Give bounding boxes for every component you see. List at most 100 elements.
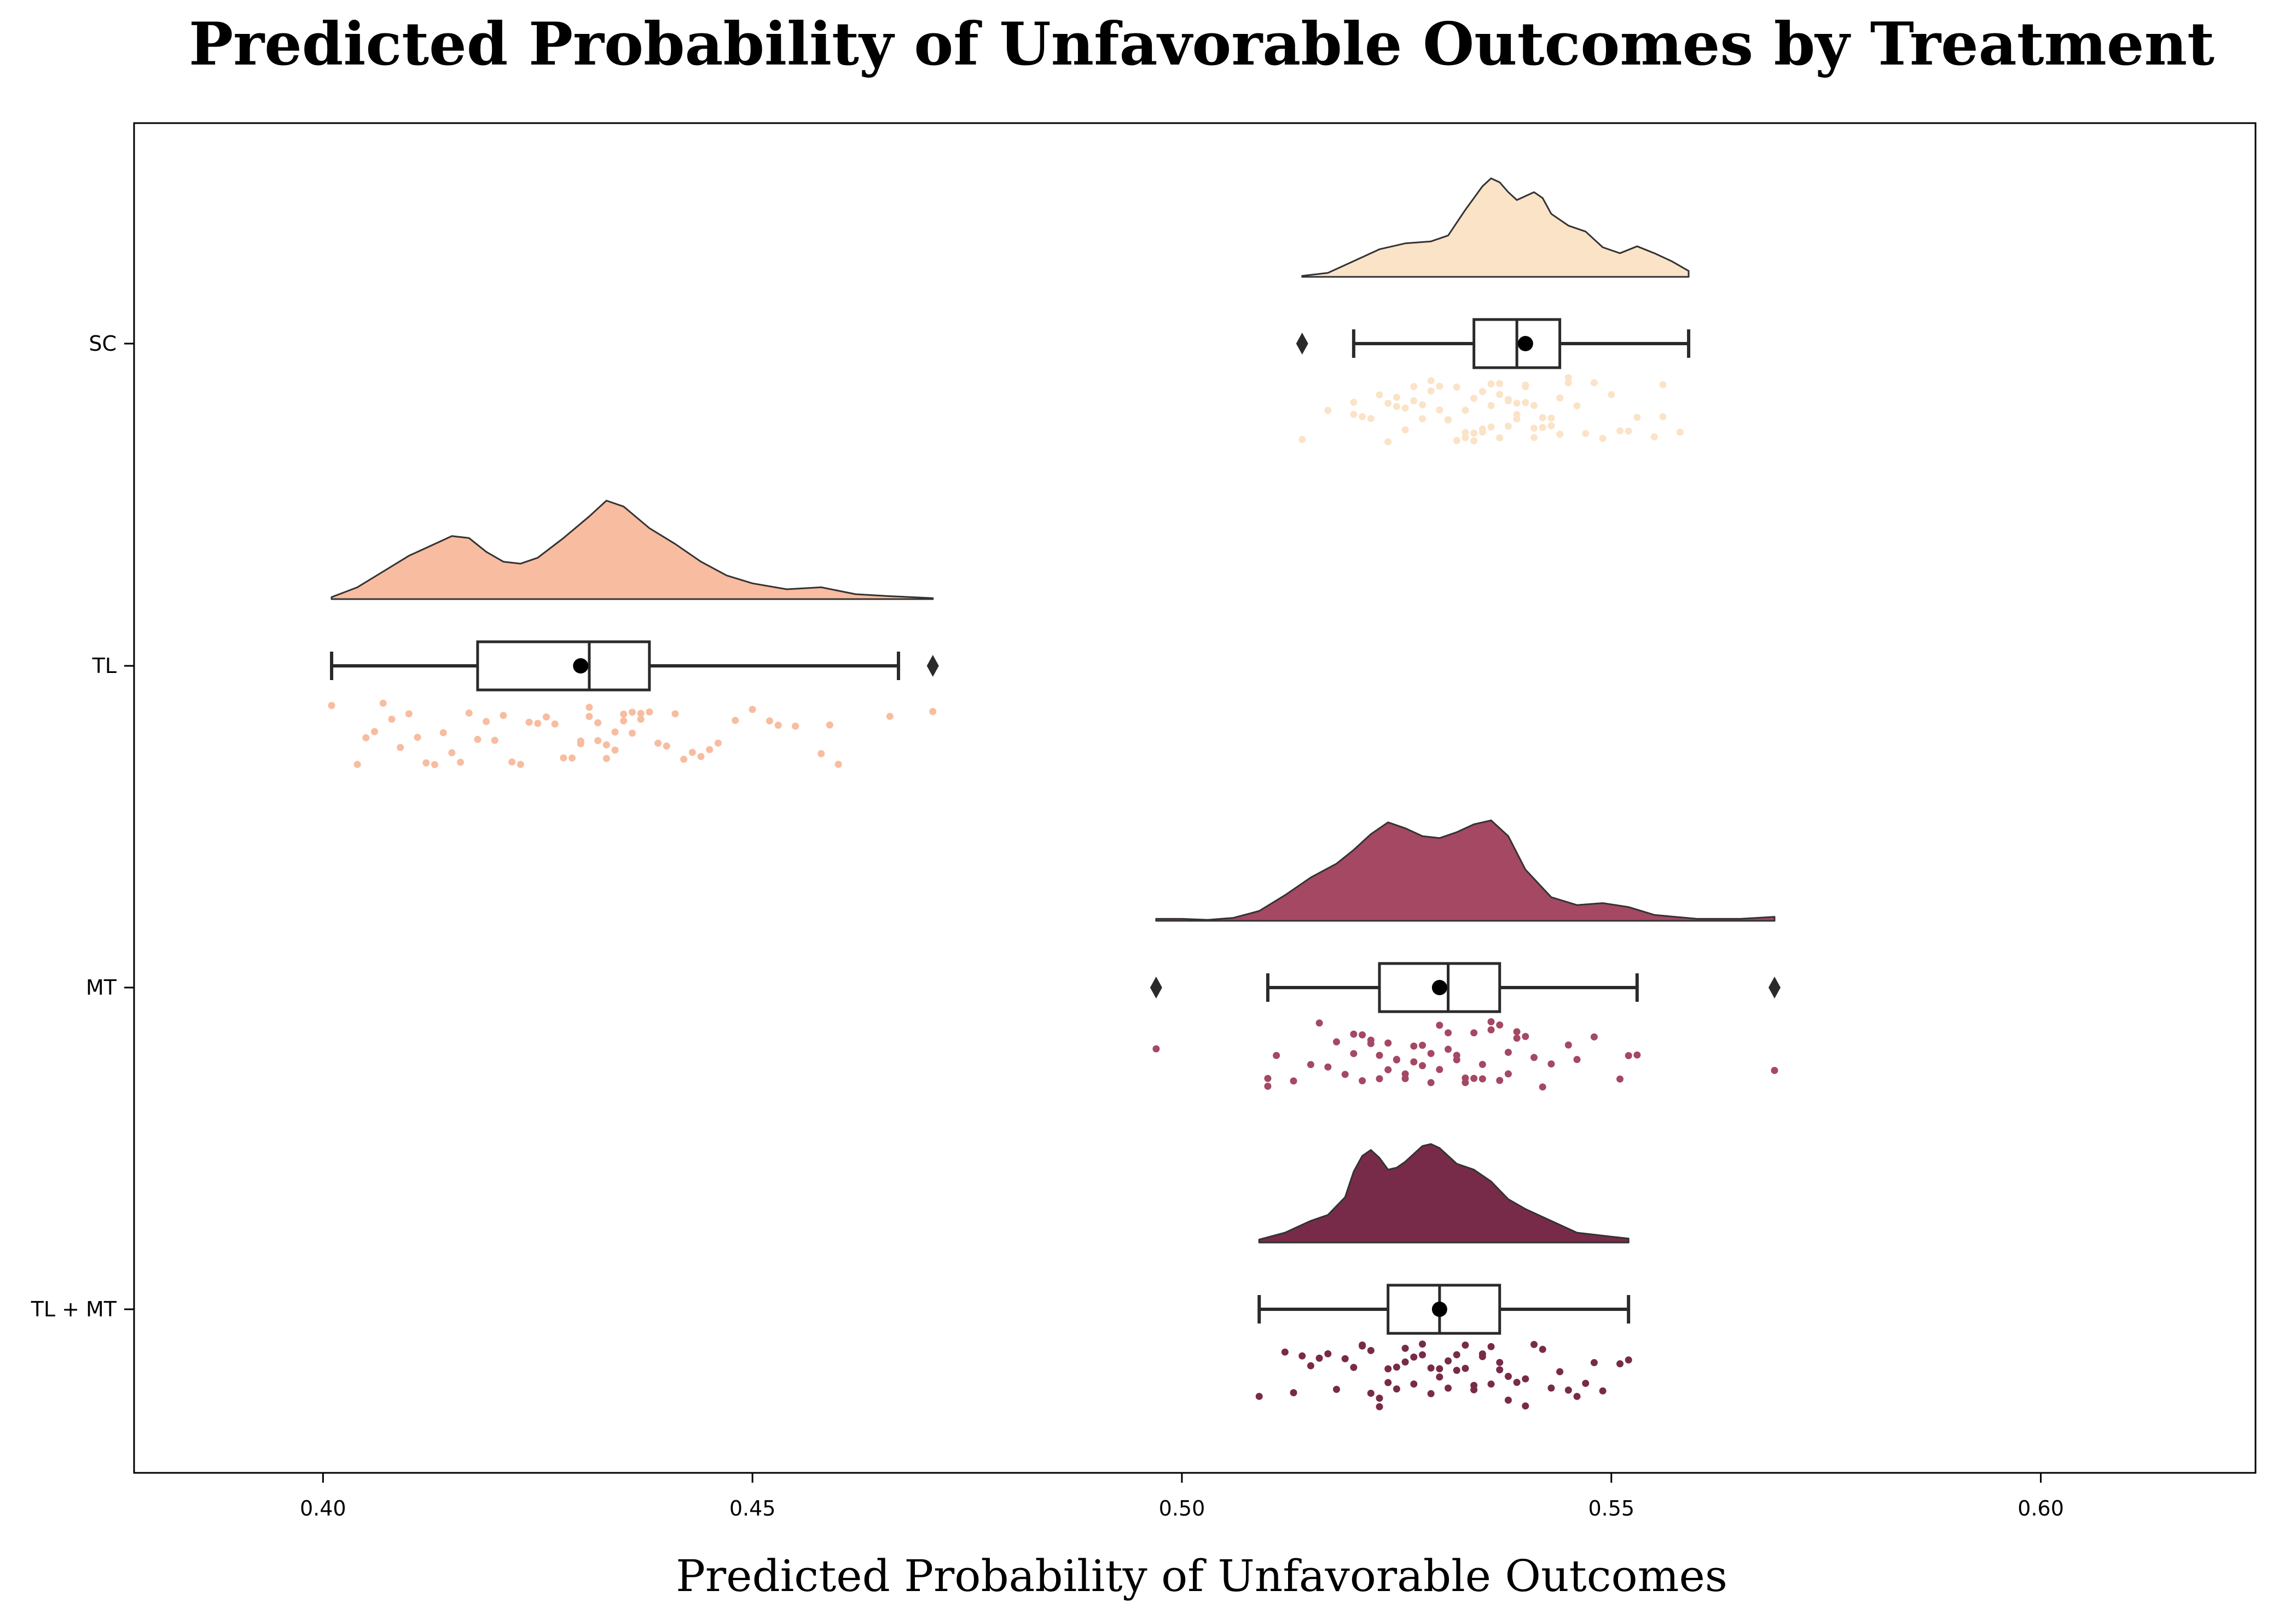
data-point: [1487, 1026, 1495, 1034]
data-point: [1487, 1018, 1495, 1025]
data-point: [817, 750, 825, 757]
data-point: [1659, 381, 1667, 388]
data-point: [1479, 1353, 1486, 1360]
data-point: [594, 737, 602, 745]
data-point: [1582, 1379, 1590, 1387]
data-point: [1573, 402, 1581, 410]
data-point: [1479, 388, 1486, 396]
data-point: [628, 729, 636, 737]
data-point: [611, 746, 619, 754]
data-point: [1522, 1375, 1529, 1383]
data-point: [1410, 1353, 1418, 1361]
data-point: [1333, 1038, 1340, 1046]
data-point: [465, 709, 473, 717]
data-point: [1445, 1029, 1452, 1037]
data-point: [560, 754, 567, 762]
data-point: [1522, 399, 1529, 407]
chart-title: Predicted Probability of Unfavorable Out…: [189, 10, 2214, 79]
data-point: [732, 717, 739, 724]
data-point: [1547, 1384, 1555, 1392]
data-point: [1771, 1067, 1778, 1074]
data-point: [1333, 1385, 1340, 1393]
data-point: [1315, 1354, 1323, 1362]
data-point: [1350, 1363, 1358, 1371]
data-point: [1436, 406, 1443, 414]
data-point: [1376, 1395, 1383, 1402]
data-point: [628, 709, 636, 716]
data-point: [697, 753, 705, 761]
data-point: [1625, 1052, 1632, 1059]
data-point: [1582, 429, 1590, 437]
y-tick-label: TL: [92, 654, 117, 678]
outlier-marker: [1769, 977, 1781, 999]
data-point: [1359, 1341, 1366, 1349]
data-point: [1530, 434, 1538, 442]
data-point: [1547, 1060, 1555, 1068]
data-point: [1487, 402, 1495, 409]
data-point: [1384, 1066, 1392, 1073]
data-point: [1453, 1351, 1460, 1359]
data-point: [1487, 423, 1495, 431]
data-point: [1479, 1075, 1486, 1083]
data-point: [1650, 433, 1658, 440]
data-point: [1496, 1366, 1504, 1374]
data-point: [1384, 1365, 1392, 1373]
x-tick-label: 0.45: [729, 1496, 776, 1520]
data-point: [1453, 1056, 1460, 1064]
data-point: [1462, 434, 1469, 442]
axes-layer: SC TL MT TL + MT 0.40 0.45 0.50 0.55 0.60: [31, 332, 2064, 1520]
data-point: [1470, 437, 1478, 445]
data-point: [1264, 1075, 1272, 1082]
data-point: [1599, 434, 1607, 442]
data-point: [474, 735, 482, 743]
data-point: [1504, 1048, 1512, 1056]
data-point: [620, 717, 628, 724]
data-point: [1427, 1364, 1435, 1372]
data-point: [602, 741, 610, 748]
box-mean-marker: [1517, 336, 1533, 351]
data-point: [1384, 438, 1392, 445]
data-point: [1393, 1385, 1400, 1393]
data-point: [1530, 1054, 1538, 1061]
data-point: [1367, 415, 1375, 422]
data-point: [1393, 1055, 1400, 1063]
data-point: [388, 716, 396, 723]
series-group-2: [1150, 819, 1781, 1091]
data-point: [448, 749, 456, 757]
data-point: [1453, 1367, 1460, 1374]
data-point: [1556, 394, 1564, 402]
data-point: [353, 761, 361, 768]
data-point: [1470, 1386, 1478, 1394]
data-point: [379, 699, 387, 707]
outlier-marker: [926, 655, 939, 677]
box-mean-marker: [1431, 1302, 1447, 1317]
data-point: [714, 739, 722, 747]
data-point: [585, 713, 593, 720]
data-point: [1410, 1380, 1418, 1388]
data-point: [1341, 1355, 1349, 1362]
data-point: [1427, 387, 1435, 395]
data-point: [525, 718, 533, 726]
data-point: [671, 710, 679, 718]
data-point: [1384, 1039, 1392, 1047]
data-point: [1367, 1036, 1375, 1044]
data-point: [1324, 1063, 1332, 1071]
box-iqr: [476, 640, 651, 692]
data-point: [1676, 428, 1684, 436]
data-point: [1427, 1390, 1435, 1397]
data-point: [491, 736, 498, 744]
data-point: [1359, 1077, 1366, 1084]
data-point: [1359, 1031, 1366, 1038]
box-mean-marker: [573, 658, 589, 674]
data-point: [1290, 1077, 1297, 1085]
data-point: [1324, 1350, 1332, 1357]
data-point: [1307, 1061, 1314, 1069]
data-point: [1350, 1050, 1358, 1058]
data-point: [1616, 1075, 1624, 1083]
x-axis-label: Predicted Probability of Unfavorable Out…: [676, 1551, 1727, 1601]
data-point: [1315, 1019, 1323, 1027]
data-point: [1504, 1070, 1512, 1078]
box-iqr: [1387, 1284, 1501, 1335]
data-point: [1539, 1083, 1546, 1091]
data-point: [1504, 1396, 1512, 1404]
